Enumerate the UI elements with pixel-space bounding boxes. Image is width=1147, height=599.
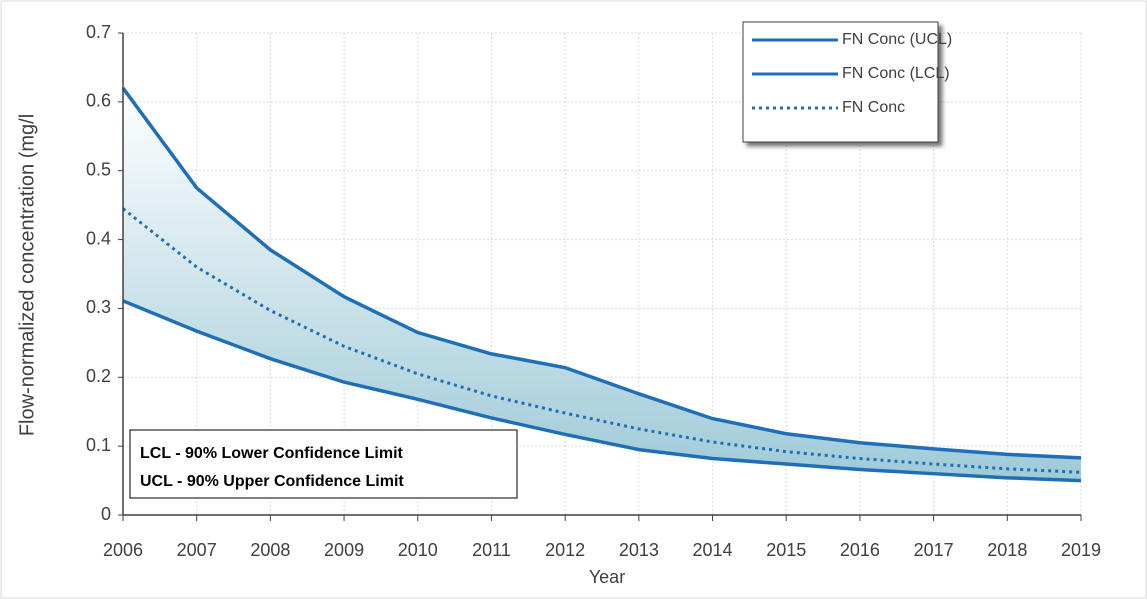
note-text: LCL - 90% Lower Confidence Limit [140, 445, 404, 462]
x-tick-label: 2012 [545, 540, 585, 560]
x-tick-label: 2014 [693, 540, 733, 560]
x-tick-label: 2016 [840, 540, 880, 560]
x-tick-label: 2010 [398, 540, 438, 560]
legend-label: FN Conc (LCL) [842, 65, 950, 82]
x-tick-label: 2006 [103, 540, 143, 560]
y-tick-label: 0.6 [86, 91, 111, 111]
legend-label: FN Conc (UCL) [842, 31, 952, 48]
legend-label: FN Conc [842, 99, 905, 116]
x-tick-label: 2009 [324, 540, 364, 560]
x-tick-label: 2018 [987, 540, 1027, 560]
annotation-box: LCL - 90% Lower Confidence Limit UCL - 9… [129, 429, 518, 499]
series-line [122, 299, 1082, 483]
x-tick-label: 2008 [250, 540, 290, 560]
y-tick-label: 0.1 [86, 435, 111, 455]
x-tick-label: 2015 [766, 540, 806, 560]
y-tick-label: 0.4 [86, 228, 111, 248]
x-tick-label: 2013 [619, 540, 659, 560]
x-tick-label: 2017 [914, 540, 954, 560]
series-line [121, 87, 1082, 460]
y-tick-label: 0.5 [86, 159, 111, 179]
lines [121, 87, 1082, 483]
x-axis-title: Year [589, 567, 625, 587]
y-tick-label: 0.2 [86, 366, 111, 386]
y-tick-label: 0.3 [86, 297, 111, 317]
note-box [129, 429, 518, 499]
x-tick-label: 2019 [1061, 540, 1101, 560]
y-tick-label: 0 [101, 504, 111, 524]
y-axis-title: Flow-normalized concentration (mg/l [16, 114, 38, 436]
legend-box [742, 21, 939, 143]
y-tick-label: 0.7 [86, 22, 111, 42]
x-tick-label: 2011 [472, 540, 511, 560]
note-text: UCL - 90% Upper Confidence Limit [140, 473, 404, 490]
legend: FN Conc (UCL) FN Conc (LCL) FN Conc [742, 21, 952, 143]
x-tick-label: 2007 [177, 540, 217, 560]
confidence-band [123, 88, 1081, 481]
ticks: 0 0.1 0.2 0.3 0.4 0.5 0.6 0.7 2006 2007 2008 2009 20… [86, 22, 1101, 560]
